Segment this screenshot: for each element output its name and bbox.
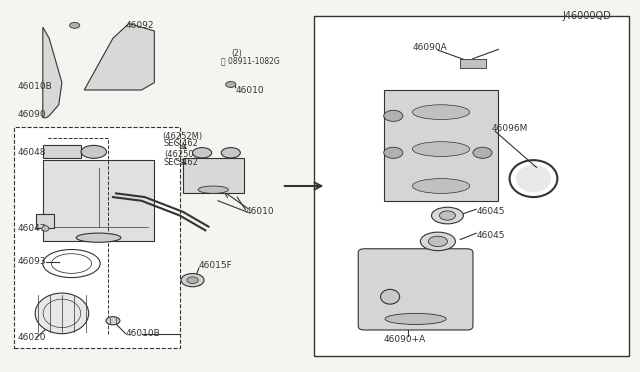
Text: 46015F: 46015F bbox=[199, 261, 233, 270]
Polygon shape bbox=[43, 27, 62, 118]
Text: (2): (2) bbox=[232, 49, 243, 58]
Ellipse shape bbox=[431, 207, 463, 224]
Text: 46010B: 46010B bbox=[125, 329, 161, 338]
Ellipse shape bbox=[81, 145, 106, 158]
Ellipse shape bbox=[193, 148, 212, 158]
Ellipse shape bbox=[42, 226, 49, 231]
Text: 46010: 46010 bbox=[236, 86, 264, 94]
FancyBboxPatch shape bbox=[358, 249, 473, 330]
Bar bbox=[36, 214, 54, 228]
Ellipse shape bbox=[412, 105, 470, 119]
Text: (46250): (46250) bbox=[164, 150, 197, 159]
Text: SEC.462: SEC.462 bbox=[164, 139, 199, 148]
Text: 46010: 46010 bbox=[246, 207, 274, 217]
Bar bbox=[43, 160, 154, 241]
Ellipse shape bbox=[440, 211, 456, 220]
Ellipse shape bbox=[385, 313, 446, 324]
Ellipse shape bbox=[35, 293, 89, 334]
Ellipse shape bbox=[76, 233, 121, 242]
Circle shape bbox=[473, 147, 492, 158]
Text: (46252M): (46252M) bbox=[163, 132, 203, 141]
Ellipse shape bbox=[516, 165, 551, 192]
Text: 46090A: 46090A bbox=[412, 43, 447, 52]
Ellipse shape bbox=[381, 289, 399, 304]
Ellipse shape bbox=[412, 179, 470, 193]
Circle shape bbox=[181, 273, 204, 287]
Circle shape bbox=[384, 110, 403, 121]
Text: 46047: 46047 bbox=[17, 224, 46, 233]
Ellipse shape bbox=[412, 142, 470, 157]
Text: 46092: 46092 bbox=[125, 21, 154, 30]
FancyBboxPatch shape bbox=[14, 127, 180, 349]
Text: 46010B: 46010B bbox=[17, 82, 52, 91]
Text: 46090: 46090 bbox=[17, 109, 46, 119]
Text: J46000QD: J46000QD bbox=[562, 11, 611, 21]
Ellipse shape bbox=[420, 232, 456, 251]
Ellipse shape bbox=[221, 148, 241, 158]
Text: 46045: 46045 bbox=[476, 231, 504, 240]
Text: 46093: 46093 bbox=[17, 257, 46, 266]
Bar bbox=[384, 90, 499, 201]
Text: 46020: 46020 bbox=[17, 333, 46, 342]
Circle shape bbox=[187, 277, 198, 283]
Text: 46048: 46048 bbox=[17, 148, 46, 157]
Circle shape bbox=[226, 81, 236, 87]
Ellipse shape bbox=[106, 317, 120, 325]
Bar bbox=[183, 158, 244, 193]
Ellipse shape bbox=[428, 236, 447, 247]
Bar bbox=[43, 145, 81, 158]
Bar bbox=[460, 59, 486, 68]
Ellipse shape bbox=[198, 186, 228, 193]
Text: Ⓝ 08911-1082G: Ⓝ 08911-1082G bbox=[221, 56, 280, 65]
Text: 46090+A: 46090+A bbox=[384, 335, 426, 344]
Circle shape bbox=[70, 22, 80, 28]
Text: 46096M: 46096M bbox=[492, 124, 529, 133]
Text: SEC.462: SEC.462 bbox=[164, 157, 199, 167]
Polygon shape bbox=[84, 23, 154, 90]
Circle shape bbox=[384, 147, 403, 158]
Text: 46045: 46045 bbox=[476, 207, 504, 217]
FancyBboxPatch shape bbox=[314, 16, 629, 356]
